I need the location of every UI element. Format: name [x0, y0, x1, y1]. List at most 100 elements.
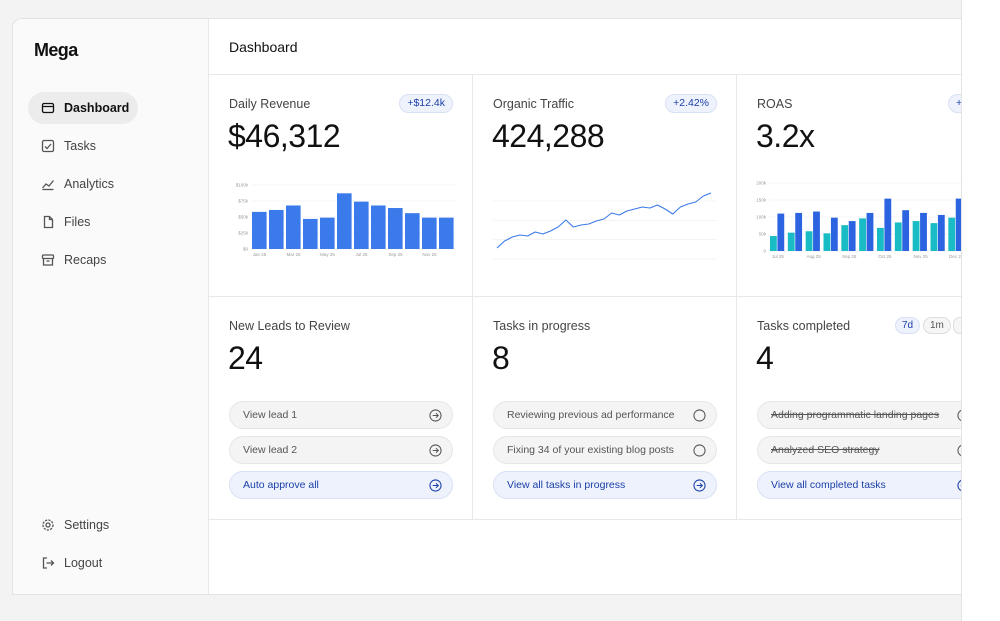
- view-tasks-in-progress-button[interactable]: View all tasks in progress: [493, 471, 717, 499]
- completed-task-item[interactable]: Adding programmatic landing pages: [757, 401, 961, 429]
- task-item[interactable]: Fixing 34 of your existing blog posts: [493, 436, 717, 464]
- x-tick-label: Aug 25: [806, 254, 821, 259]
- metric-value: 4: [756, 340, 774, 376]
- metric-value: 424,288: [492, 118, 605, 154]
- y-tick-label: $0: [243, 247, 249, 252]
- revenue-bar: [371, 205, 386, 249]
- delta-badge: +2.42%: [665, 94, 717, 113]
- metric-value: 8: [492, 340, 510, 376]
- roas-bar: [912, 221, 920, 251]
- archive-icon: [41, 254, 55, 266]
- metric-value: 3.2x: [756, 118, 815, 154]
- sidebar-item-label: Tasks: [64, 139, 96, 153]
- x-tick-label: Nov 25: [913, 254, 928, 259]
- roas-bar: [848, 221, 856, 251]
- roas-bar: [823, 233, 831, 251]
- y-tick-label: 50k: [759, 232, 767, 237]
- sidebar-item-analytics[interactable]: Analytics: [28, 168, 138, 200]
- sidebar-item-label: Logout: [64, 556, 103, 570]
- x-tick-label: Mar 25: [286, 252, 301, 257]
- app-window: Mega Dashboard Tasks Analytics Files Rec…: [12, 18, 961, 595]
- sidebar-item-settings[interactable]: Settings: [28, 509, 138, 541]
- sidebar-item-label: Settings: [64, 518, 110, 532]
- view-completed-tasks-button[interactable]: View all completed tasks: [757, 471, 961, 499]
- card-daily-revenue: Daily Revenue +$12.4k $46,312 $0 $25k $50k…: [209, 75, 473, 297]
- card-title: ROAS: [757, 97, 793, 111]
- lead-item[interactable]: View lead 2: [229, 436, 453, 464]
- revenue-bar: [286, 205, 301, 249]
- x-tick-label: Nov 25: [422, 252, 437, 257]
- auto-approve-button[interactable]: Auto approve all: [229, 471, 453, 499]
- x-tick-label: Sep 25: [842, 254, 857, 259]
- roas-bar: [894, 222, 902, 251]
- range-7d-button[interactable]: 7d: [895, 317, 921, 334]
- roas-bar-chart: 0 50k 100k 150k 200k Jul 25 Aug 25 Sep 25 Oct 25…: [756, 181, 961, 259]
- y-tick-label: 100k: [756, 215, 767, 220]
- card-title: Organic Traffic: [493, 97, 575, 111]
- roas-bar: [795, 212, 803, 251]
- roas-bar: [770, 236, 777, 251]
- files-icon: [43, 215, 54, 229]
- lead-item[interactable]: View lead 1: [229, 401, 453, 429]
- circle-status-icon: [693, 409, 706, 422]
- roas-bar: [841, 225, 849, 251]
- y-tick-label: $50k: [238, 215, 249, 220]
- card-title: New Leads to Review: [229, 319, 350, 333]
- sidebar-item-recaps[interactable]: Recaps: [28, 244, 138, 276]
- lead-item-label: View lead 1: [243, 409, 298, 421]
- sidebar-item-tasks[interactable]: Tasks: [28, 130, 138, 162]
- card-title: Tasks in progress: [493, 319, 591, 333]
- roas-bar: [787, 232, 795, 251]
- revenue-bar-chart: $0 $25k $50k $75k $100k Jan 25 Mar 25 May 25 Jul…: [236, 183, 455, 257]
- sidebar-item-label: Analytics: [64, 177, 115, 191]
- button-label: View all completed tasks: [771, 479, 886, 491]
- button-label: View all tasks in progress: [507, 479, 626, 491]
- revenue-bar: [320, 217, 335, 249]
- range-1m-button[interactable]: 1m: [923, 317, 951, 334]
- metric-value: $46,312: [228, 118, 341, 154]
- revenue-bar: [405, 213, 420, 249]
- task-item[interactable]: Reviewing previous ad performance: [493, 401, 717, 429]
- x-tick-label: May 25: [320, 252, 335, 257]
- completed-task-item[interactable]: Analyzed SEO strategy: [757, 436, 961, 464]
- task-item-label: Reviewing previous ad performance: [507, 409, 675, 421]
- x-tick-label: Dec 25: [949, 254, 961, 259]
- roas-bar: [955, 198, 961, 251]
- y-tick-label: $25k: [238, 231, 249, 236]
- revenue-bar: [422, 217, 437, 249]
- roas-bar: [937, 214, 945, 251]
- revenue-bar: [303, 218, 318, 249]
- x-tick-label: Oct 25: [878, 254, 892, 259]
- sidebar-item-files[interactable]: Files: [28, 206, 138, 238]
- sidebar-item-logout[interactable]: Logout: [28, 547, 138, 579]
- task-item-label: Analyzed SEO strategy: [771, 444, 880, 456]
- lead-item-label: View lead 2: [243, 444, 298, 456]
- card-title: Daily Revenue: [229, 97, 311, 111]
- roas-bar: [866, 212, 874, 251]
- roas-bar: [805, 231, 813, 251]
- sidebar-item-dashboard[interactable]: Dashboard: [28, 92, 138, 124]
- traffic-line-chart: [493, 192, 717, 260]
- sidebar-item-label: Dashboard: [64, 101, 130, 115]
- arrow-circle-icon: [429, 409, 442, 422]
- delta-badge: +: [948, 94, 961, 113]
- sidebar-item-label: Files: [64, 215, 91, 229]
- arrow-circle-icon: [429, 479, 442, 492]
- chart-line-icon: [42, 180, 55, 191]
- gear-icon: [42, 519, 54, 531]
- check-circle-icon: [957, 444, 961, 457]
- range-more-button[interactable]: [953, 317, 961, 334]
- roas-bar: [777, 213, 785, 251]
- logout-icon: [42, 557, 55, 569]
- revenue-bar: [269, 209, 284, 249]
- button-label: Auto approve all: [243, 479, 319, 491]
- roas-bar: [920, 212, 927, 251]
- metric-value: 24: [228, 340, 263, 376]
- y-tick-label: $75k: [238, 199, 249, 204]
- arrow-circle-icon: [429, 444, 442, 457]
- task-item-label: Adding programmatic landing pages: [771, 409, 940, 421]
- x-tick-label: Jan 25: [253, 252, 267, 257]
- x-tick-label: Jul 25: [355, 252, 368, 257]
- traffic-line: [496, 192, 712, 249]
